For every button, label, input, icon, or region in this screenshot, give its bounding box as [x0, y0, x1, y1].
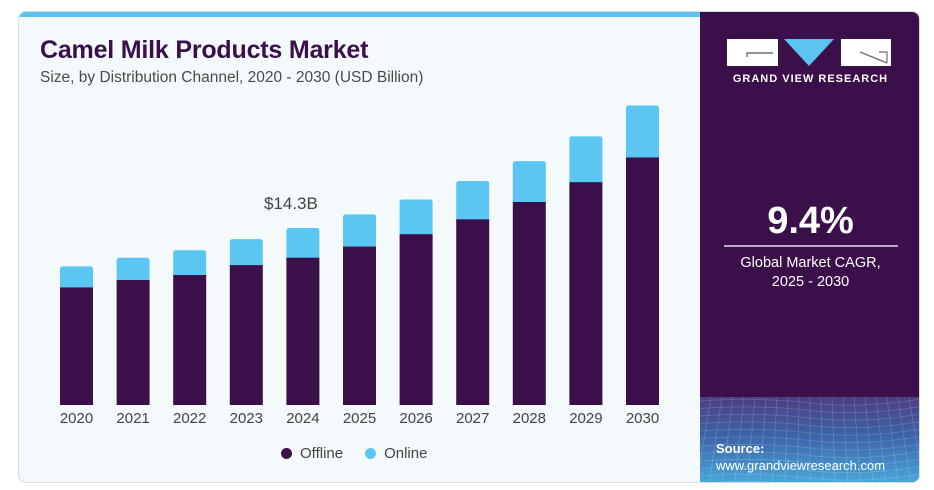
chart-legend: Offline Online [281, 445, 427, 462]
bar-group-2027: 2027 [456, 180, 490, 427]
stacked-bar-chart: 2020 2021 2022 2023 2024 2025 2026 2027 2028 2029… [60, 105, 659, 427]
data-label-2024: $14.3B [264, 194, 318, 213]
x-tick-label: 2026 [399, 410, 432, 427]
bar-online-2021 [116, 257, 150, 283]
bar-online-2024 [286, 228, 320, 261]
chart-card: Camel Milk Products Market Size, by Dist… [18, 11, 920, 483]
brand-name: GRAND VIEW RESEARCH [732, 73, 889, 85]
cagr-label-line2: 2025 - 2030 [771, 274, 850, 290]
cagr-divider [724, 245, 898, 247]
bar-offline-2029 [569, 182, 603, 405]
x-tick-label: 2020 [60, 410, 93, 427]
accent-top-bar [19, 12, 701, 17]
legend-item-online: Online [365, 445, 427, 462]
cagr-label: Global Market CAGR, 2025 - 2030 [700, 254, 919, 292]
bar-offline-2021 [116, 279, 150, 405]
bar-offline-2020 [60, 287, 93, 405]
bar-offline-2025 [343, 246, 376, 405]
bar-offline-2026 [399, 234, 433, 405]
x-tick-label: 2023 [230, 410, 263, 427]
sidebar-panel: GRAND VIEW RESEARCH 9.4% Global Market C… [700, 12, 919, 482]
source-url[interactable]: www.grandviewresearch.com [716, 458, 886, 473]
grand-view-research-logo-icon [727, 39, 891, 66]
x-tick-label: 2025 [343, 410, 376, 427]
legend-dot-online-icon [365, 448, 377, 459]
source-box: Source: www.grandviewresearch.com [700, 397, 919, 482]
bar-group-2022: 2022 [173, 250, 206, 427]
cagr-value: 9.4% [767, 200, 854, 242]
bar-offline-2023 [229, 265, 263, 405]
grid-mesh-background-icon [700, 397, 919, 482]
bar-group-2025: 2025 [343, 214, 376, 427]
x-tick-label: 2024 [286, 410, 319, 427]
bar-group-2029: 2029 [569, 136, 603, 427]
bar-group-2028: 2028 [513, 161, 546, 427]
bar-online-2029 [569, 136, 603, 186]
x-tick-label: 2027 [456, 410, 489, 427]
bar-offline-2028 [512, 202, 546, 405]
bar-group-2030: 2030 [626, 105, 659, 427]
bar-offline-2022 [173, 275, 207, 405]
bar-online-2030 [626, 105, 659, 161]
bar-online-2027 [456, 180, 490, 223]
x-tick-label: 2021 [116, 410, 149, 427]
source-label: Source: [716, 441, 765, 456]
bar-online-2026 [399, 199, 433, 238]
bar-offline-2024 [286, 257, 320, 405]
legend-item-offline: Offline [281, 445, 343, 462]
bar-group-2020: 2020 [60, 266, 93, 427]
bar-online-2020 [60, 266, 93, 291]
bar-online-2023 [229, 239, 263, 269]
bar-group-2026: 2026 [399, 199, 433, 427]
chart-subtitle: Size, by Distribution Channel, 2020 - 20… [40, 69, 424, 86]
bar-online-2022 [173, 250, 207, 279]
bar-offline-2027 [456, 219, 490, 405]
legend-label-online: Online [384, 445, 428, 462]
bar-group-2023: 2023 [230, 239, 263, 427]
x-tick-label: 2030 [626, 410, 659, 427]
bar-online-2028 [512, 161, 546, 206]
chart-title: Camel Milk Products Market [40, 36, 369, 64]
bar-online-2025 [343, 214, 376, 250]
x-tick-label: 2022 [173, 410, 206, 427]
bar-group-2024: 2024 [286, 228, 320, 427]
legend-label-offline: Offline [300, 445, 344, 462]
cagr-label-line1: Global Market CAGR, [740, 255, 881, 271]
legend-dot-offline-icon [281, 448, 292, 459]
x-tick-label: 2028 [513, 410, 546, 427]
x-tick-label: 2029 [569, 410, 602, 427]
bar-offline-2030 [626, 157, 659, 405]
bar-group-2021: 2021 [116, 257, 150, 427]
